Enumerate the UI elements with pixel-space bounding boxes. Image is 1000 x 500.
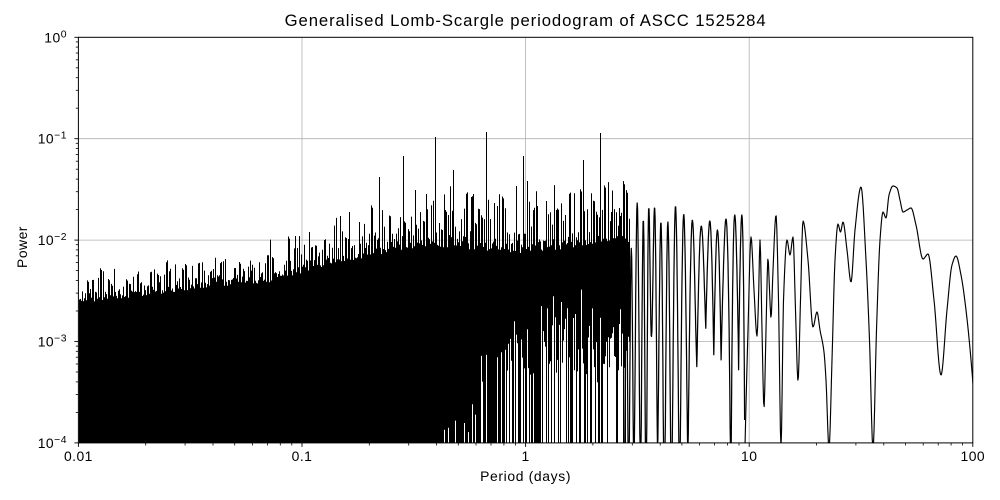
svg-text:Generalised Lomb-Scargle perio: Generalised Lomb-Scargle periodogram of … (285, 11, 767, 30)
svg-text:0.01: 0.01 (64, 448, 93, 464)
svg-text:Power: Power (14, 226, 30, 268)
svg-text:100: 100 (961, 448, 986, 464)
svg-text:0.1: 0.1 (292, 448, 313, 464)
svg-text:10: 10 (741, 448, 757, 464)
svg-text:Period (days): Period (days) (480, 468, 571, 484)
svg-text:1: 1 (522, 448, 530, 464)
